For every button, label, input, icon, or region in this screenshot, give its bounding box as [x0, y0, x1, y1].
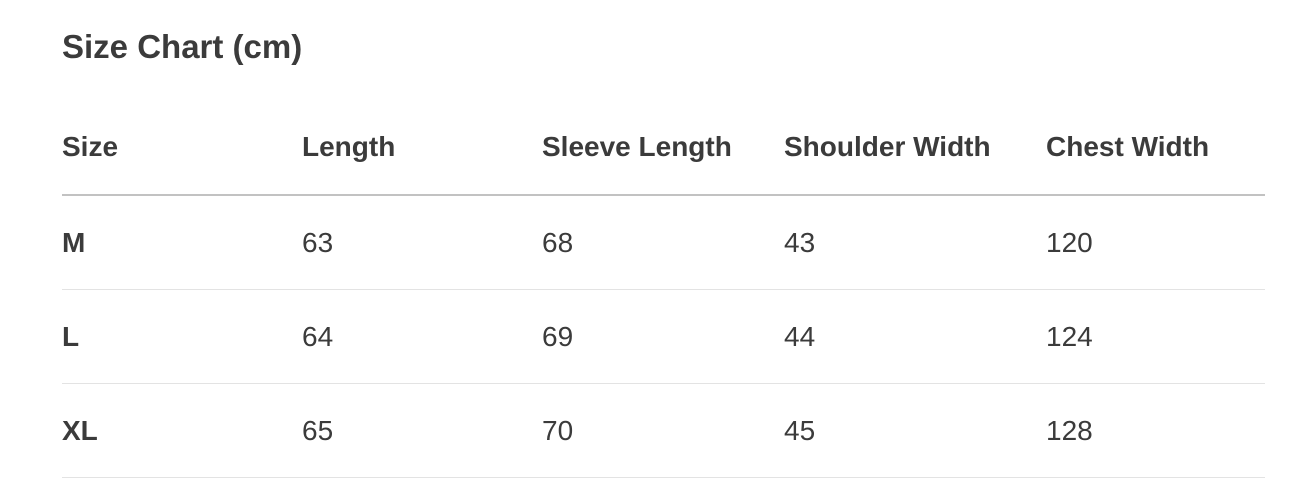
table-row: M 63 68 43 120 [62, 195, 1265, 290]
cell-sleeve-length: 70 [542, 383, 784, 478]
cell-sleeve-length: 68 [542, 195, 784, 290]
cell-size: M [62, 195, 302, 290]
cell-shoulder-width: 43 [784, 195, 1046, 290]
cell-length: 64 [302, 289, 542, 384]
cell-length: 63 [302, 195, 542, 290]
cell-sleeve-length: 69 [542, 289, 784, 384]
header-sleeve-length: Sleeve Length [542, 100, 784, 196]
header-shoulder-width: Shoulder Width [784, 100, 1046, 196]
table-row: XL 65 70 45 128 [62, 383, 1265, 478]
page-title: Size Chart (cm) [62, 28, 303, 65]
cell-chest-width: 124 [1046, 289, 1265, 384]
header-size: Size [62, 100, 302, 196]
cell-chest-width: 120 [1046, 195, 1265, 290]
cell-shoulder-width: 45 [784, 383, 1046, 478]
cell-shoulder-width: 44 [784, 289, 1046, 384]
header-chest-width: Chest Width [1046, 100, 1265, 196]
cell-chest-width: 128 [1046, 383, 1265, 478]
table-row: L 64 69 44 124 [62, 289, 1265, 384]
header-length: Length [302, 100, 542, 196]
cell-size: XL [62, 383, 302, 478]
size-chart-table: Size Length Sleeve Length Shoulder Width… [62, 100, 1265, 478]
table-header-row: Size Length Sleeve Length Shoulder Width… [62, 100, 1265, 196]
cell-length: 65 [302, 383, 542, 478]
cell-size: L [62, 289, 302, 384]
